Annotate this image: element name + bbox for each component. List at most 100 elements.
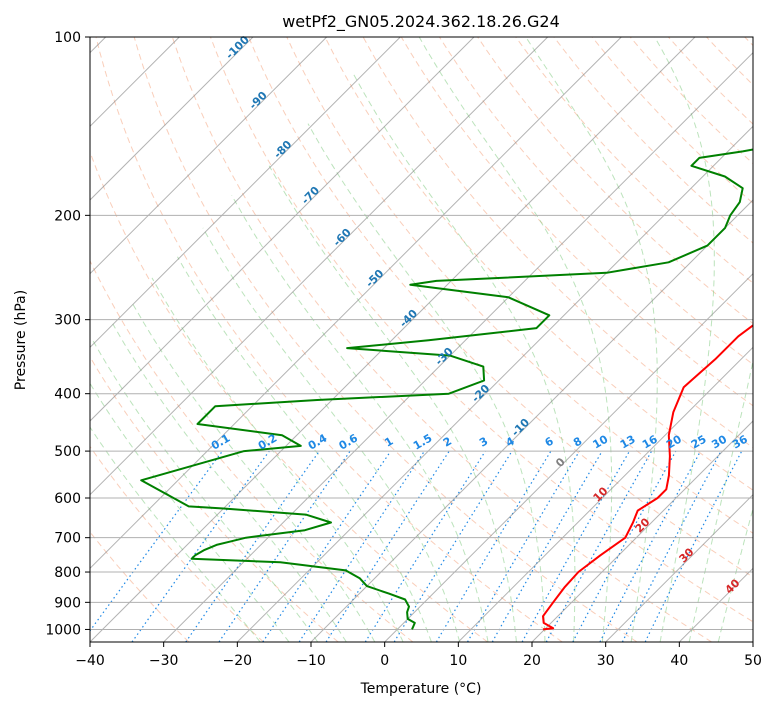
temperature-profile-line: [542, 324, 753, 631]
mixing-ratio-label: 10: [590, 432, 610, 451]
x-tick-label: −40: [75, 653, 105, 669]
moist-adiabat-line: [90, 426, 261, 642]
isotherm-line: [531, 420, 753, 642]
mixing-ratio-line: [131, 450, 270, 642]
mixing-ratio-line: [393, 450, 513, 642]
dry-adiabat-line: [629, 37, 753, 165]
moist-adiabat-label: 10: [591, 484, 611, 504]
dry-adiabat-line: [248, 37, 753, 578]
mixing-ratio-label: 36: [730, 432, 750, 451]
line-labels: -100-90-80-70-60-50-40-30-20-100.1 0.2 0.4…: [209, 33, 750, 597]
y-tick-label: 100: [54, 30, 81, 46]
dry-adiabat-line: [90, 355, 339, 642]
isotherm-line: [90, 37, 549, 496]
dry-adiabat-line: [171, 37, 712, 642]
moist-adiabat-line: [202, 227, 461, 642]
moist-adiabat-line: [131, 301, 376, 642]
y-tick-label: 700: [54, 531, 81, 547]
mixing-ratio-label: 13: [618, 433, 638, 452]
moist-adiabat-line: [688, 358, 753, 642]
dry-adiabat-line: [591, 37, 753, 204]
dry-adiabat-line: [90, 445, 264, 642]
isotherm-label: -40: [397, 307, 420, 330]
mixing-ratio-line: [364, 450, 486, 642]
isotherm-line: [678, 567, 753, 642]
y-tick-label: 800: [54, 565, 81, 581]
y-axis: 100 200 300 400 500 600 700 800 900 1000: [45, 30, 90, 638]
moist-adiabat-line: [112, 323, 347, 642]
dry-adiabat-line: [477, 37, 753, 325]
isotherm-line: [90, 37, 328, 275]
y-tick-label: 1000: [45, 622, 81, 638]
mixing-ratio-label: 6: [543, 434, 556, 449]
dry-adiabat-line: [515, 37, 753, 284]
y-tick-label: 200: [54, 208, 81, 224]
isotherm-label: -60: [331, 226, 354, 249]
mixing-ratio-line: [644, 450, 743, 642]
moist-adiabat-line: [268, 165, 517, 642]
y-axis-title: Pressure (hPa): [13, 290, 29, 390]
mixing-ratio-line: [491, 450, 603, 642]
moist-adiabat-line: [418, 37, 613, 642]
profile-lines: [140, 148, 753, 631]
x-axis-title: Temperature (°C): [360, 681, 482, 697]
dry-adiabat-line: [324, 37, 753, 491]
mixing-ratio-line: [325, 450, 450, 642]
moist-adiabat-line: [231, 195, 489, 642]
isotherm-line: [384, 272, 753, 642]
mixing-ratio-label: 8: [571, 435, 584, 450]
mixing-ratio-label: 20: [664, 432, 684, 451]
mixing-ratio-line: [521, 450, 631, 642]
mixing-ratio-line: [262, 450, 392, 642]
dewpoint-profile-line: [140, 148, 753, 630]
moist-adiabat-line: [177, 256, 432, 642]
dry-adiabat-line: [133, 37, 638, 642]
y-tick-label: 600: [54, 491, 81, 507]
x-tick-label: −10: [296, 653, 326, 669]
mixing-ratio-label: 0.4: [306, 431, 330, 452]
isotherm-label: -10: [509, 416, 532, 439]
mixing-ratio-line: [90, 450, 223, 632]
dry-adiabat-line: [95, 37, 563, 642]
isotherm-line: [310, 199, 753, 642]
y-tick-label: 300: [54, 313, 81, 329]
mixing-ratio-line: [545, 450, 653, 642]
isotherm-line: [90, 37, 254, 201]
isotherm-line: [90, 37, 401, 349]
x-tick-label: 10: [449, 653, 467, 669]
dry-adiabat-line: [210, 37, 753, 623]
moist-adiabat-line: [151, 277, 404, 642]
plot-frame: [89, 36, 754, 643]
dry-adiabat-line: [90, 259, 414, 642]
mixing-ratio-line: [185, 450, 320, 642]
moist-adiabat-line: [92, 340, 319, 642]
x-tick-label: −30: [149, 653, 179, 669]
isotherm-line: [605, 493, 753, 642]
background-lines: [90, 37, 753, 642]
dry-adiabat-line: [744, 37, 753, 47]
isotherm-label: -70: [299, 184, 322, 207]
mixing-ratio-line: [298, 450, 425, 642]
y-tick-label: 900: [54, 595, 81, 611]
mixing-ratio-label: 3: [477, 435, 490, 450]
moist-adiabat-line: [525, 37, 658, 642]
isotherm-line: [236, 125, 753, 642]
moist-adiabat-label: 30: [677, 545, 697, 565]
mixing-ratio-label: 0.1: [209, 432, 232, 453]
mixing-ratio-label: 16: [640, 432, 660, 451]
y-tick-label: 400: [54, 387, 81, 403]
isotherm-line: [163, 51, 753, 642]
dry-adiabat-line: [90, 150, 488, 642]
isotherm-label: -90: [247, 89, 270, 112]
dry-adiabat-line: [706, 37, 753, 86]
mixing-ratio-line: [435, 450, 552, 642]
x-tick-label: −20: [223, 653, 253, 669]
chart-title: wetPf2_GN05.2024.362.18.26.G24: [282, 12, 560, 32]
isotherm-label: -80: [271, 138, 294, 161]
grid-lines: [90, 37, 753, 642]
dry-adiabat-line: [400, 37, 753, 407]
x-tick-label: 0: [380, 653, 389, 669]
isotherm-line: [90, 37, 622, 570]
mixing-ratio-label: 30: [709, 432, 729, 451]
